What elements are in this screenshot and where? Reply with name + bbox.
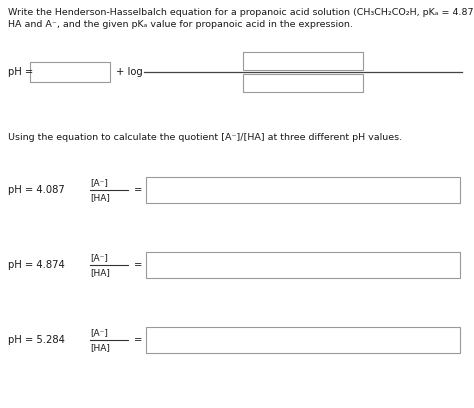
Text: [A⁻]: [A⁻]: [90, 328, 108, 337]
Text: =: =: [134, 335, 142, 345]
Text: HA and A⁻, and the given pKₐ value for propanoic acid in the expression.: HA and A⁻, and the given pKₐ value for p…: [8, 20, 353, 29]
FancyBboxPatch shape: [30, 62, 110, 82]
Text: Using the equation to calculate the quotient [A⁻]/[HA] at three different pH val: Using the equation to calculate the quot…: [8, 133, 402, 142]
FancyBboxPatch shape: [243, 74, 363, 92]
Text: pH =: pH =: [8, 67, 33, 77]
Text: [A⁻]: [A⁻]: [90, 253, 108, 262]
FancyBboxPatch shape: [243, 52, 363, 70]
Text: [HA]: [HA]: [90, 193, 110, 202]
Text: pH = 4.874: pH = 4.874: [8, 260, 65, 270]
FancyBboxPatch shape: [146, 327, 460, 353]
Text: pH = 4.087: pH = 4.087: [8, 185, 65, 195]
Text: pH = 5.284: pH = 5.284: [8, 335, 65, 345]
Text: Write the Henderson-Hasselbalch equation for a propanoic acid solution (CH₃CH₂CO: Write the Henderson-Hasselbalch equation…: [8, 8, 474, 17]
Text: [A⁻]: [A⁻]: [90, 178, 108, 187]
Text: =: =: [134, 260, 142, 270]
FancyBboxPatch shape: [146, 252, 460, 278]
FancyBboxPatch shape: [146, 177, 460, 203]
Text: + log: + log: [116, 67, 143, 77]
Text: [HA]: [HA]: [90, 268, 110, 277]
Text: =: =: [134, 185, 142, 195]
Text: [HA]: [HA]: [90, 343, 110, 352]
